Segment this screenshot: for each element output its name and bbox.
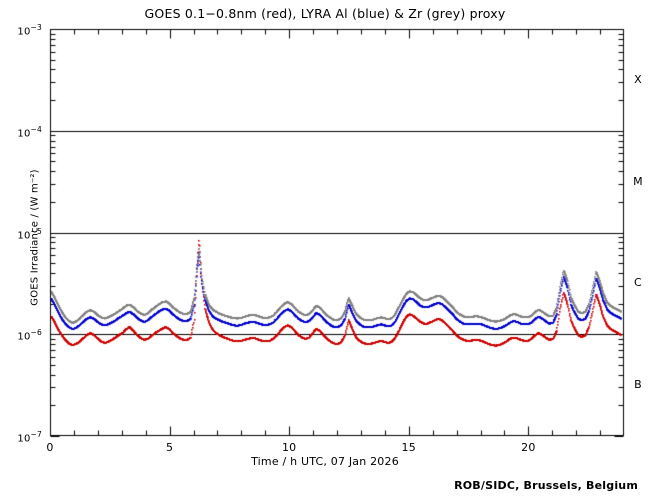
- y-tick-label: 10−3: [17, 23, 42, 38]
- x-tick-label: 5: [165, 441, 174, 454]
- chart-title: GOES 0.1−0.8nm (red), LYRA Al (blue) & Z…: [144, 6, 506, 21]
- y-tick-label: 10−7: [17, 430, 42, 445]
- flare-class-label-c: C: [634, 276, 642, 290]
- y-tick-label: 10−5: [17, 226, 42, 241]
- flare-class-label-m: M: [633, 174, 643, 188]
- flare-class-label-x: X: [634, 72, 642, 86]
- x-tick-label: 15: [401, 441, 416, 454]
- x-axis-label: Time / h UTC, 07 Jan 2026: [251, 455, 399, 468]
- y-tick-label: 10−6: [17, 328, 42, 343]
- x-tick-label: 10: [281, 441, 297, 454]
- y-tick-label: 10−4: [17, 124, 42, 140]
- x-tick-label: 0: [46, 441, 54, 454]
- flare-class-label-b: B: [634, 378, 642, 392]
- x-tick-label: 20: [521, 441, 536, 454]
- credit-line: ROB/SIDC, Brussels, Belgium: [454, 479, 638, 492]
